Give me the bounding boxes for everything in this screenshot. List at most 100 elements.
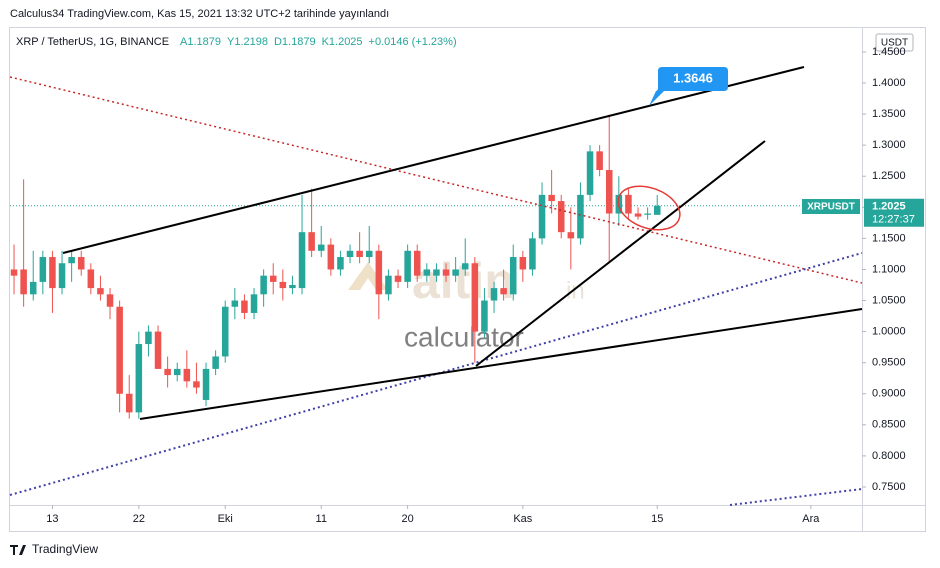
candle-body [490,288,498,301]
x-tick-label: Ara [802,513,820,525]
candle-body [481,300,488,332]
candle-body [452,269,459,276]
y-tick-label: 1.4000 [872,77,906,89]
x-tick-label: Kas [513,513,532,525]
candle-body [87,269,95,289]
callout [649,67,728,106]
candle-body [221,306,229,357]
candle-body [461,263,469,270]
x-tick-label: 11 [316,513,327,525]
candle-body [404,250,411,282]
y-tick-label: 1.2500 [872,170,906,182]
candle-body [394,275,402,282]
candle-body [183,368,191,382]
candle-body [557,201,565,233]
candle-body [634,213,642,217]
candle-body [625,194,632,214]
candle-body [586,151,594,195]
legend-item: D1.1879 [274,36,316,48]
legend-item: +0.0146 (+1.23%) [369,36,457,48]
trend-line-blue-dotted [729,488,863,506]
candle-body [365,250,373,258]
candle-body [413,250,421,276]
currency: USDT [881,38,908,49]
currency-box [875,33,914,52]
candle-body [548,194,555,202]
callout-label: 1.3646 [673,70,713,85]
y-tick-label: 1.0500 [872,294,906,306]
candle-body [173,368,181,376]
y-tick-label: 1.4500 [872,46,906,58]
ohlc-legend: A1.1879 Y1.2198 D1.1879 K1.2025 +0.0146 (+1.… [180,36,457,48]
candle-body [644,213,651,215]
drawings: 1.3646 [9,66,863,506]
candle-body [68,257,75,264]
candle-body [346,250,354,258]
candle-body [289,284,296,289]
logo-icon [10,545,26,555]
y-tick-label: 1.3500 [872,108,906,120]
candle-body [577,194,584,239]
candle-body [116,306,123,394]
candle-body [193,381,200,388]
candle-body [423,269,431,276]
candle-body [442,269,450,276]
y-tick-label: 0.9500 [872,357,906,369]
candle-body [356,250,363,258]
candle-body [596,151,603,171]
y-tick-label: 0.9000 [872,388,906,400]
highlight-circle [617,185,681,231]
support-line [475,140,766,367]
chart-title: XRP / TetherUS, 1G, BINANCE [16,36,169,48]
candle-body [433,269,440,276]
header: Calculus34 TradingView.com, Kas 15, 2021… [10,8,389,20]
candle-body [77,257,85,270]
candle-body [49,257,56,289]
legend-item: A1.1879 [180,36,221,48]
candle-body [154,331,162,369]
candle-body [202,368,210,400]
watermark-brand: altin [412,253,515,309]
candle-body [145,331,152,345]
candle-body [260,275,267,295]
candle-body [538,194,546,239]
trend-line-red-dotted [9,76,863,284]
candle-body [212,356,219,369]
candle-body [97,288,104,295]
candle-body [20,269,27,295]
x-tick-label: 20 [402,513,414,525]
legend-item: Y1.2198 [227,36,268,48]
candle-body [529,238,536,270]
x-tick-label: 15 [651,513,663,525]
price-tag-label: 1.2025 [872,201,906,213]
watermark-caption: calculator [404,321,524,352]
candle-body [337,257,344,270]
legend-item: K1.2025 [322,36,363,48]
x-tick-label: 22 [133,513,145,525]
candle-body [106,294,114,307]
candle-body [653,205,661,215]
symbol-tag [802,199,860,214]
y-tick-label: 1.3000 [872,139,906,151]
candle-body [39,257,47,282]
footer-logo: TradingView [10,542,98,556]
candle-body [125,393,133,413]
candle-body [164,368,171,376]
candle-body [308,232,315,251]
candle-body [519,257,527,270]
y-tick-label: 0.7500 [872,481,906,493]
candles [10,114,862,419]
candle-body [269,275,277,282]
candle-body [241,300,248,313]
channel-lower [139,308,863,420]
candle-body [58,263,66,289]
y-tick-label: 1.1000 [872,263,906,275]
candle-body [605,170,613,214]
watermark-suffix: in [566,277,585,304]
footer: TradingView [32,542,98,556]
y-tick-label: 0.8000 [872,450,906,462]
candle-body [135,344,143,413]
candle-body [567,232,575,239]
